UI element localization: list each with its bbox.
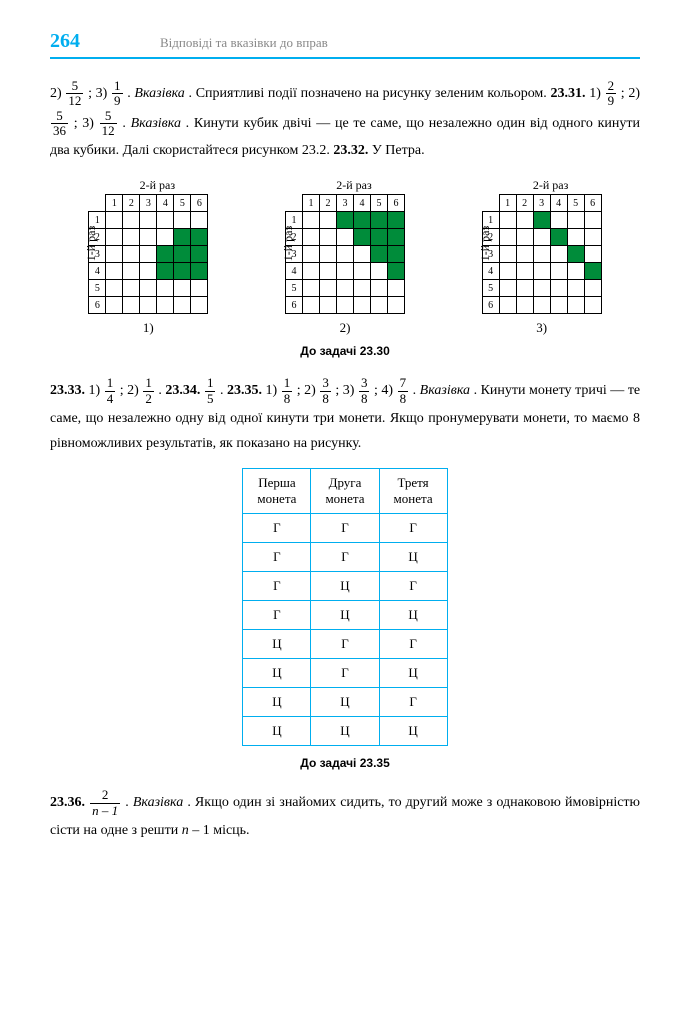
fraction: 12 xyxy=(143,376,154,406)
coin-cell: Г xyxy=(243,601,311,630)
t: ; 3) xyxy=(88,86,111,101)
var-n: n xyxy=(182,823,189,838)
grid-3: 2-й раз1-й раз1234561234563) xyxy=(482,178,602,336)
fraction: 29 xyxy=(606,79,617,109)
t: ; 2) xyxy=(621,86,640,101)
t: У Петра. xyxy=(372,143,425,158)
grid-2: 2-й раз1-й раз1234561234562) xyxy=(285,178,405,336)
coin-cell: Ц xyxy=(379,601,447,630)
paragraph-3: 23.36. 2n – 1 . Вказівка . Якщо один зі … xyxy=(50,788,640,843)
t: ; 3) xyxy=(74,116,99,131)
coin-table-body: ГГГГГЦГЦГГЦЦЦГГЦГЦЦЦГЦЦЦ xyxy=(243,514,447,746)
hint-word: Вказівка xyxy=(133,795,183,810)
t: ; 2) xyxy=(297,383,320,398)
coin-cell: Г xyxy=(311,630,379,659)
coin-cell: Г xyxy=(243,514,311,543)
t: . xyxy=(125,795,133,810)
t: 2) xyxy=(50,86,65,101)
hint-word: Вказівка xyxy=(134,86,184,101)
coin-row: ЦГГ xyxy=(243,630,447,659)
page-number: 264 xyxy=(50,30,80,53)
t: . Сприятливі події позначено на рисунку … xyxy=(189,86,551,101)
coin-cell: Г xyxy=(311,514,379,543)
t: . xyxy=(413,383,420,398)
page-header: 264 Відповіді та вказівки до вправ xyxy=(50,30,640,59)
coin-cell: Ц xyxy=(311,717,379,746)
coin-row: ЦГЦ xyxy=(243,659,447,688)
fraction: 38 xyxy=(320,376,331,406)
coin-cell: Ц xyxy=(311,572,379,601)
hint-word: Вказів­ка xyxy=(420,383,470,398)
coin-cell: Ц xyxy=(311,601,379,630)
coin-cell: Г xyxy=(311,543,379,572)
header-title: Відповіді та вказівки до вправ xyxy=(160,35,328,51)
t: 1) xyxy=(266,383,281,398)
t: – 1 місць. xyxy=(192,823,249,838)
t: ; 2) xyxy=(120,383,143,398)
fraction: 536 xyxy=(51,109,68,139)
coin-cell: Ц xyxy=(379,543,447,572)
problem-ref: 23.31. xyxy=(551,86,586,101)
coin-table: ПершамонетаДругамонетаТретямонета ГГГГГЦ… xyxy=(242,468,447,746)
fraction: 38 xyxy=(359,376,370,406)
grid-1: 2-й раз1-й раз1234561234561) xyxy=(88,178,208,336)
fraction: 512 xyxy=(66,79,83,109)
coin-cell: Г xyxy=(379,688,447,717)
t: . xyxy=(122,116,130,131)
problem-ref: 23.35. xyxy=(227,383,262,398)
fraction: 18 xyxy=(282,376,293,406)
coin-row: ЦЦЦ xyxy=(243,717,447,746)
coin-cell: Ц xyxy=(243,630,311,659)
t: ; 4) xyxy=(374,383,397,398)
grids-row: 2-й раз1-й раз1234561234561) 2-й раз1-й … xyxy=(50,178,640,336)
coin-row: ГЦГ xyxy=(243,572,447,601)
coin-cell: Г xyxy=(243,572,311,601)
coin-cell: Г xyxy=(243,543,311,572)
fraction: 15 xyxy=(205,376,216,406)
t: ; 3) xyxy=(335,383,358,398)
coin-th: Першамонета xyxy=(243,469,311,514)
coin-table-header-row: ПершамонетаДругамонетаТретямонета xyxy=(243,469,447,514)
coin-cell: Ц xyxy=(311,688,379,717)
fraction: 78 xyxy=(398,376,409,406)
fraction: 2n – 1 xyxy=(90,788,120,818)
problem-ref: 23.36. xyxy=(50,795,85,810)
fraction: 19 xyxy=(112,79,123,109)
fraction: 512 xyxy=(100,109,117,139)
coin-cell: Ц xyxy=(243,659,311,688)
coin-row: ГГГ xyxy=(243,514,447,543)
t: . xyxy=(220,383,227,398)
problem-ref: 23.32. xyxy=(333,143,368,158)
hint-word: Вказівка xyxy=(131,116,181,131)
problem-ref: 23.33. xyxy=(50,383,85,398)
t: 1) xyxy=(89,383,104,398)
t: 1) xyxy=(589,86,604,101)
grids-caption: До задачі 23.30 xyxy=(50,344,640,358)
fraction: 14 xyxy=(105,376,116,406)
paragraph-1: 2) 512 ; 3) 19 . Вказівка . Сприятливі п… xyxy=(50,79,640,163)
coin-cell: Г xyxy=(379,572,447,601)
coin-row: ГГЦ xyxy=(243,543,447,572)
coin-cell: Ц xyxy=(243,688,311,717)
coin-cell: Г xyxy=(379,630,447,659)
coin-cell: Г xyxy=(379,514,447,543)
coin-row: ЦЦГ xyxy=(243,688,447,717)
coin-row: ГЦЦ xyxy=(243,601,447,630)
coin-cell: Ц xyxy=(379,659,447,688)
coin-caption: До задачі 23.35 xyxy=(50,756,640,770)
paragraph-2: 23.33. 1) 14 ; 2) 12 . 23.34. 15 . 23.35… xyxy=(50,376,640,456)
problem-ref: 23.34. xyxy=(165,383,200,398)
coin-cell: Ц xyxy=(243,717,311,746)
coin-th: Другамонета xyxy=(311,469,379,514)
coin-cell: Ц xyxy=(379,717,447,746)
coin-cell: Г xyxy=(311,659,379,688)
coin-th: Третямонета xyxy=(379,469,447,514)
